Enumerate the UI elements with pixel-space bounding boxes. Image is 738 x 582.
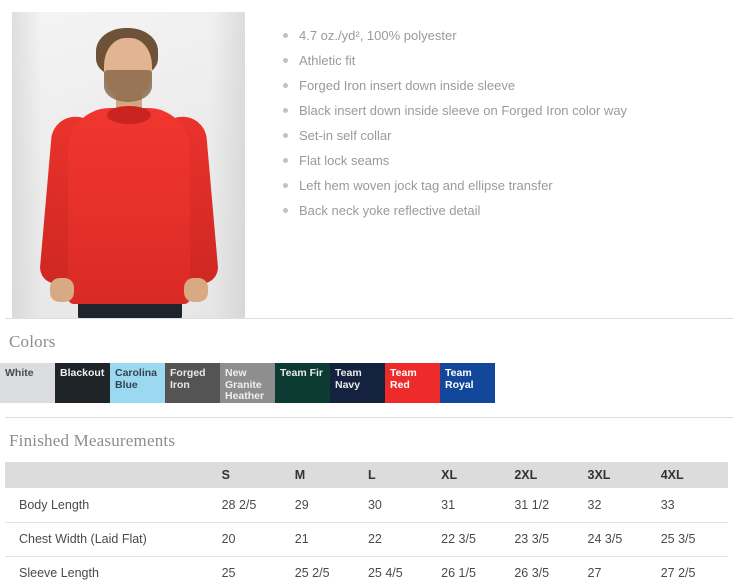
cell-chest-width-s: 20 <box>215 522 289 557</box>
cell-body-length-4xl: 33 <box>654 488 728 523</box>
cell-body-length-2xl: 31 1/2 <box>508 488 582 523</box>
model-shirt-collar <box>107 106 151 124</box>
color-swatch-list: White Blackout Carolina Blue Forged Iron… <box>0 363 738 403</box>
photo-shadow-left <box>12 12 42 318</box>
color-swatch-white[interactable]: White <box>0 363 55 403</box>
color-swatch-label: Blackout <box>60 367 105 379</box>
row-label-sleeve-length: Sleeve Length <box>5 556 216 582</box>
column-header-xl: XL <box>435 462 509 488</box>
color-swatch-team-royal[interactable]: Team Royal <box>440 363 495 403</box>
color-swatch-new-granite-heather[interactable]: New Granite Heather <box>220 363 275 403</box>
feature-item: Forged Iron insert down inside sleeve <box>281 78 738 93</box>
cell-body-length-l: 30 <box>361 488 436 523</box>
cell-sleeve-length-s: 25 <box>215 556 289 582</box>
feature-item: Set-in self collar <box>281 128 738 143</box>
feature-item: Athletic fit <box>281 53 738 68</box>
measurements-table-body: Body Length 28 2/5 29 30 31 31 1/2 32 33… <box>5 488 728 582</box>
product-overview-section: 4.7 oz./yd², 100% polyester Athletic fit… <box>12 12 738 318</box>
color-swatch-carolina-blue[interactable]: Carolina Blue <box>110 363 165 403</box>
measurements-table-head: S M L XL 2XL 3XL 4XL <box>5 462 728 488</box>
color-swatch-label: Team Navy <box>335 367 362 391</box>
cell-body-length-3xl: 32 <box>581 488 655 523</box>
product-image[interactable] <box>12 12 245 318</box>
color-swatch-label: White <box>5 367 34 379</box>
colors-heading: Colors <box>9 332 56 351</box>
cell-chest-width-l: 22 <box>361 522 436 557</box>
cell-chest-width-xl: 22 3/5 <box>435 522 509 557</box>
color-swatch-team-fir[interactable]: Team Fir <box>275 363 330 403</box>
feature-item: 4.7 oz./yd², 100% polyester <box>281 28 738 43</box>
table-row: Sleeve Length 25 25 2/5 25 4/5 26 1/5 26… <box>5 556 728 582</box>
cell-sleeve-length-3xl: 27 <box>581 556 655 582</box>
feature-item: Flat lock seams <box>281 153 738 168</box>
model-shirt-body <box>68 108 190 304</box>
color-swatch-label: New Granite Heather <box>225 367 265 402</box>
cell-body-length-m: 29 <box>288 488 362 523</box>
color-swatch-label: Team Fir <box>280 367 323 379</box>
measurements-section-divider <box>5 417 733 418</box>
color-swatch-team-navy[interactable]: Team Navy <box>330 363 385 403</box>
measurements-table: S M L XL 2XL 3XL 4XL Body Length 28 2/5 … <box>5 462 728 582</box>
column-header-3xl: 3XL <box>581 462 655 488</box>
measurements-heading: Finished Measurements <box>9 431 176 450</box>
column-header-l: L <box>361 462 436 488</box>
model-hand-right <box>184 278 208 302</box>
feature-list: 4.7 oz./yd², 100% polyester Athletic fit… <box>281 28 738 218</box>
cell-sleeve-length-xl: 26 1/5 <box>435 556 509 582</box>
model-hand-left <box>50 278 74 302</box>
feature-item: Left hem woven jock tag and ellipse tran… <box>281 178 738 193</box>
table-row: Body Length 28 2/5 29 30 31 31 1/2 32 33 <box>5 488 728 523</box>
table-row: Chest Width (Laid Flat) 20 21 22 22 3/5 … <box>5 522 728 557</box>
color-swatch-blackout[interactable]: Blackout <box>55 363 110 403</box>
column-header-m: M <box>288 462 362 488</box>
product-photo-backdrop <box>12 12 245 318</box>
cell-chest-width-m: 21 <box>288 522 362 557</box>
cell-chest-width-4xl: 25 3/5 <box>654 522 728 557</box>
color-swatch-label: Forged Iron <box>170 367 206 391</box>
feature-item: Back neck yoke reflective detail <box>281 203 738 218</box>
colors-section-divider <box>5 318 733 319</box>
cell-sleeve-length-m: 25 2/5 <box>288 556 362 582</box>
cell-chest-width-2xl: 23 3/5 <box>508 522 582 557</box>
cell-body-length-xl: 31 <box>435 488 509 523</box>
measurements-table-wrap: S M L XL 2XL 3XL 4XL Body Length 28 2/5 … <box>0 462 738 582</box>
cell-sleeve-length-l: 25 4/5 <box>361 556 436 582</box>
feature-item: Black insert down inside sleeve on Forge… <box>281 103 738 118</box>
color-swatch-label: Carolina Blue <box>115 367 158 391</box>
cell-sleeve-length-2xl: 26 3/5 <box>508 556 582 582</box>
column-header-4xl: 4XL <box>654 462 728 488</box>
column-header-s: S <box>215 462 289 488</box>
color-swatch-label: Team Red <box>390 367 417 391</box>
row-label-body-length: Body Length <box>5 488 216 523</box>
cell-chest-width-3xl: 24 3/5 <box>581 522 655 557</box>
color-swatch-forged-iron[interactable]: Forged Iron <box>165 363 220 403</box>
table-header-row: S M L XL 2XL 3XL 4XL <box>5 462 728 488</box>
model-beard <box>104 70 152 102</box>
cell-body-length-s: 28 2/5 <box>215 488 289 523</box>
cell-sleeve-length-4xl: 27 2/5 <box>654 556 728 582</box>
color-swatch-team-red[interactable]: Team Red <box>385 363 440 403</box>
column-header-2xl: 2XL <box>508 462 582 488</box>
column-header-measure <box>5 462 216 488</box>
color-swatch-label: Team Royal <box>445 367 474 391</box>
row-label-chest-width: Chest Width (Laid Flat) <box>5 522 216 557</box>
product-features: 4.7 oz./yd², 100% polyester Athletic fit… <box>281 12 738 228</box>
